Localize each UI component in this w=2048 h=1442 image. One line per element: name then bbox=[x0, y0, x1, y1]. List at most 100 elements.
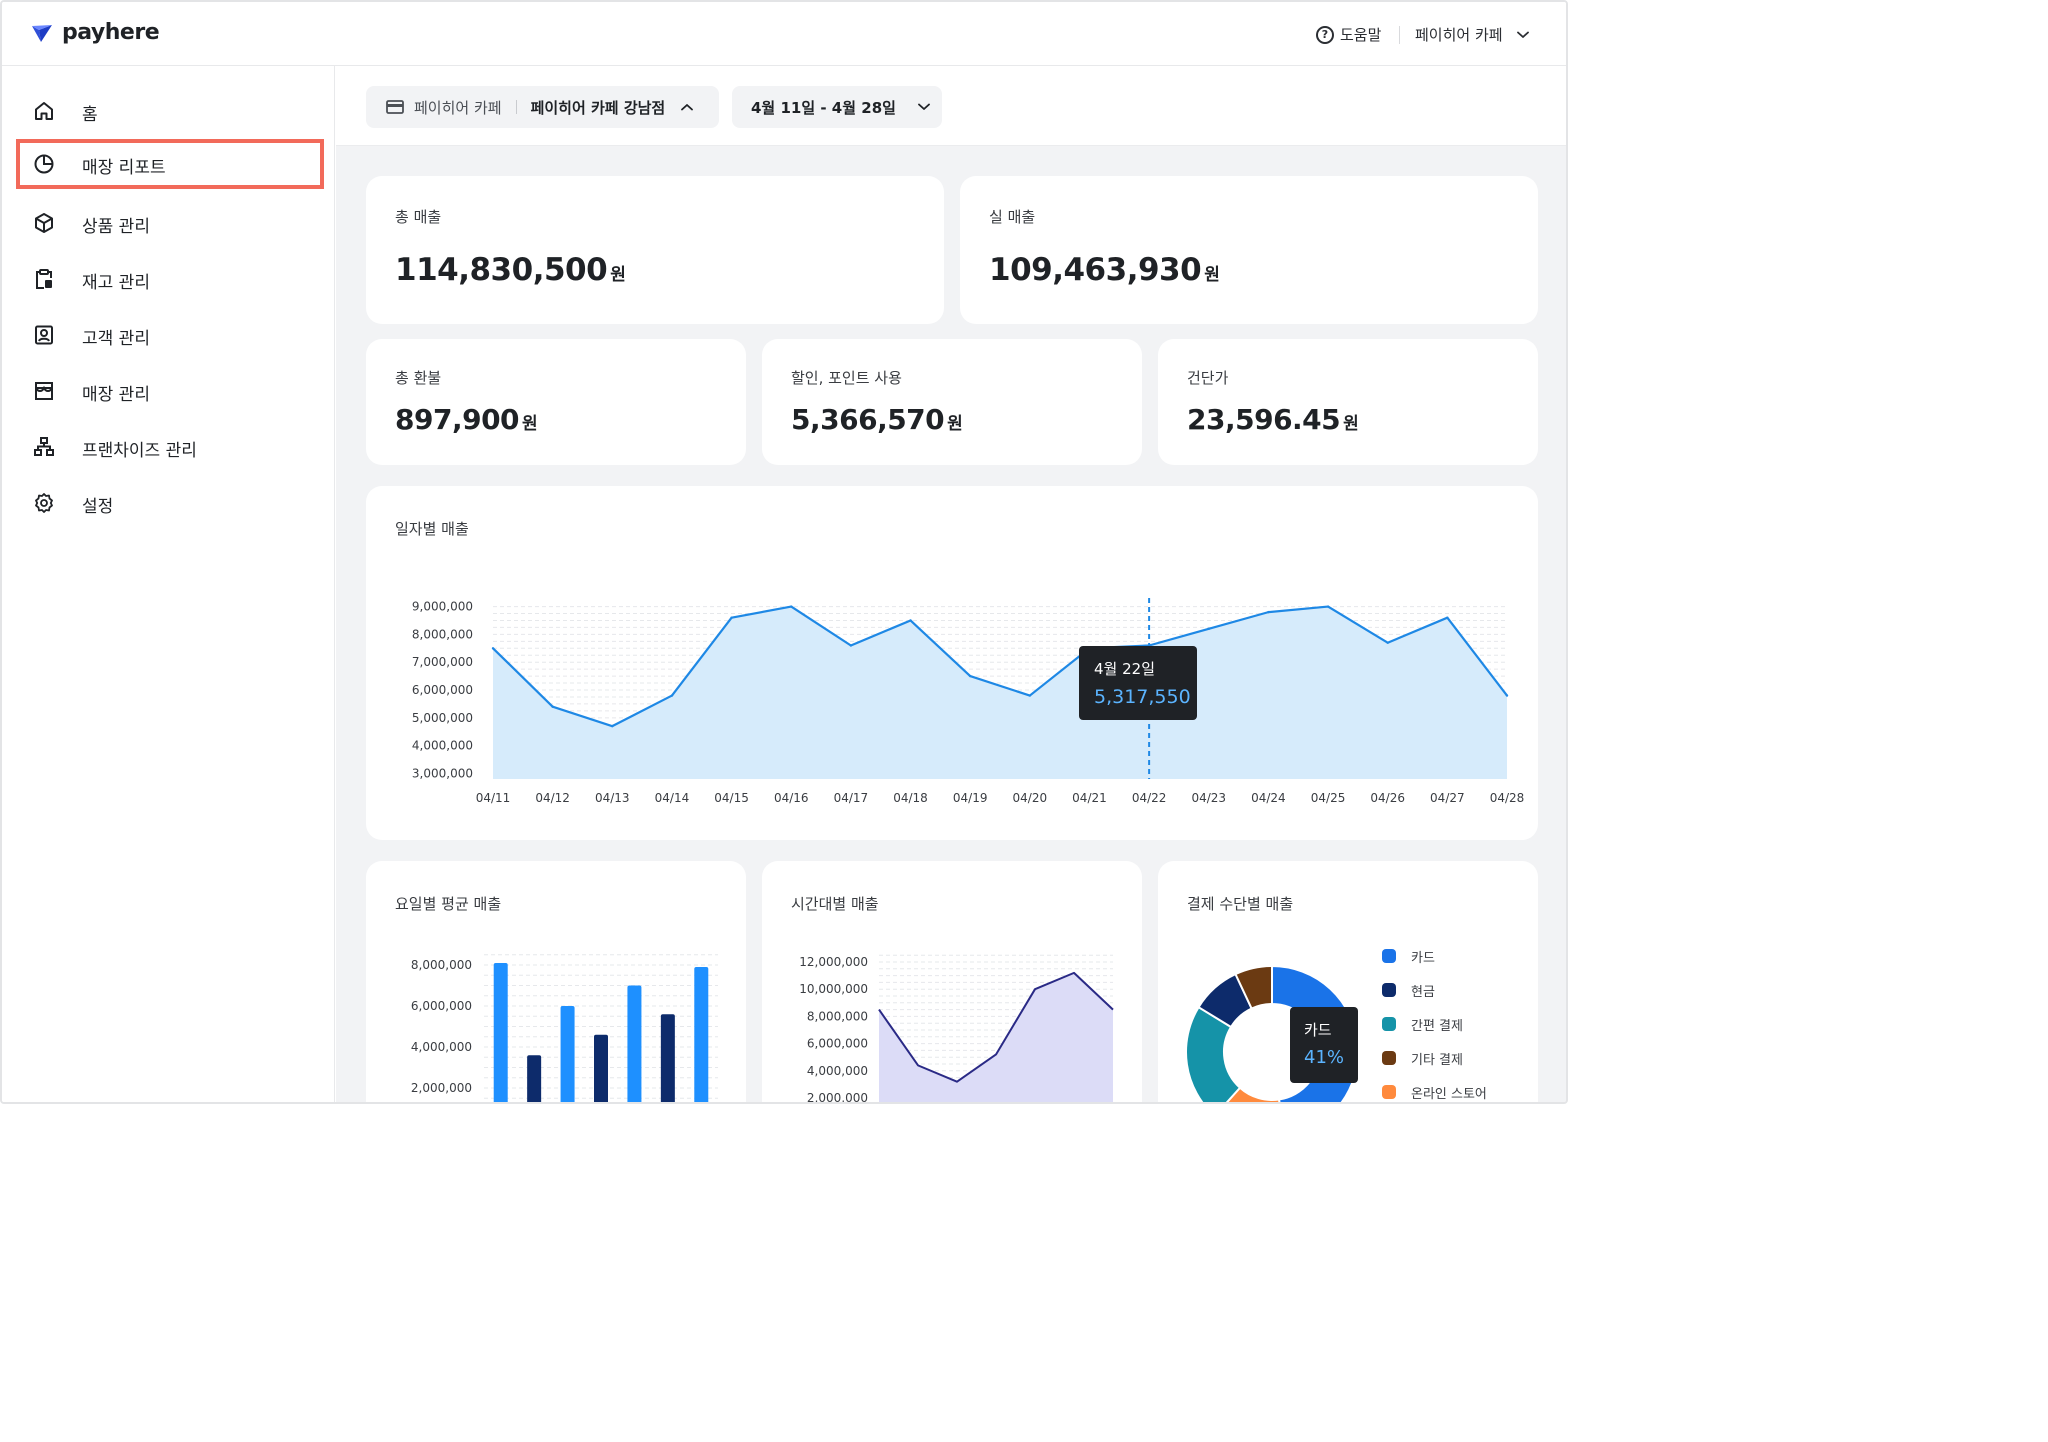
question-circle-icon: ? bbox=[1316, 25, 1334, 44]
avg-ticket-number: 23,596.45 bbox=[1187, 403, 1341, 436]
date-range-picker[interactable]: 4월 11일 - 4월 28일 bbox=[732, 86, 942, 128]
y-tick-label: 9,000,000 bbox=[412, 600, 473, 614]
box-icon bbox=[35, 213, 53, 233]
y-tick-label: 5,000,000 bbox=[412, 711, 473, 725]
legend-label: 간편 결제 bbox=[1411, 1018, 1463, 1034]
data-point bbox=[968, 674, 972, 678]
data-point bbox=[849, 644, 853, 647]
home-icon bbox=[35, 102, 53, 120]
chevron-up-icon bbox=[681, 104, 694, 111]
data-point bbox=[1386, 641, 1389, 644]
help-label: 도움말 bbox=[1340, 26, 1382, 44]
y-tick-label: 4,000,000 bbox=[411, 1040, 472, 1054]
bar bbox=[527, 1055, 542, 1102]
total-sales-card: 총 매출 114,830,500 원 bbox=[366, 176, 944, 324]
x-tick-label: 04/25 bbox=[1311, 791, 1346, 805]
y-tick-label: 10,000,000 bbox=[799, 982, 868, 996]
pill-divider bbox=[515, 100, 517, 114]
chevron-down-icon bbox=[1516, 31, 1529, 38]
x-tick-label: 04/15 bbox=[714, 791, 749, 805]
sidebar-item-products[interactable]: 상품 관리 bbox=[16, 198, 324, 248]
store-account-name: 페이히어 카페 bbox=[1415, 26, 1503, 44]
store-selector[interactable]: 페이히어 카페 페이히어 카페 강남점 bbox=[366, 86, 719, 128]
legend-item-online[interactable]: 온라인 스토어 bbox=[1382, 1075, 1487, 1102]
avg-ticket-label: 건단가 bbox=[1187, 369, 1229, 387]
currency-unit: 원 bbox=[1204, 265, 1220, 285]
sidebar: 홈 매장 리포트 상품 관리 재고 관리 bbox=[2, 66, 335, 1102]
sidebar-item-customers[interactable]: 고객 관리 bbox=[16, 310, 324, 360]
legend-label: 현금 bbox=[1411, 984, 1435, 1000]
gear-icon bbox=[35, 493, 53, 513]
net-sales-label: 실 매출 bbox=[989, 208, 1036, 226]
legend-swatch bbox=[1382, 983, 1396, 997]
store-account-menu[interactable]: 페이히어 카페 bbox=[1415, 24, 1529, 45]
sidebar-item-home[interactable]: 홈 bbox=[16, 86, 324, 136]
sidebar-item-store-report[interactable]: 매장 리포트 bbox=[16, 139, 324, 189]
y-tick-label: 4,000,000 bbox=[412, 739, 473, 753]
sidebar-item-label: 매장 리포트 bbox=[82, 158, 166, 178]
data-point bbox=[1505, 694, 1509, 697]
legend-item-easy-pay[interactable]: 간편 결제 bbox=[1382, 1007, 1487, 1041]
total-sales-number: 114,830,500 bbox=[395, 252, 608, 288]
data-point bbox=[1207, 627, 1210, 631]
storefront-icon bbox=[35, 382, 53, 400]
daily-sales-chart[interactable]: 3,000,000 4,000,000 5,000,000 6,000,000 7,00… bbox=[366, 486, 1538, 840]
area-fill bbox=[879, 972, 1113, 1102]
x-tick-label: 04/20 bbox=[1013, 791, 1048, 805]
sidebar-item-franchise[interactable]: 프랜차이즈 관리 bbox=[16, 422, 324, 472]
legend-label: 카드 bbox=[1411, 950, 1435, 966]
hourly-sales-chart[interactable]: 2,000,000 4,000,000 6,000,000 8,000,000 10,0… bbox=[762, 861, 1142, 1104]
total-sales-value: 114,830,500 원 bbox=[395, 252, 626, 288]
y-tick-label: 2,000,000 bbox=[807, 1091, 868, 1104]
help-button[interactable]: ? 도움말 bbox=[1316, 24, 1381, 45]
filter-bar: 페이히어 카페 페이히어 카페 강남점 4월 11일 - 4월 28일 bbox=[336, 66, 1566, 146]
brand-name: 페이히어 카페 bbox=[414, 98, 502, 117]
x-tick-label: 04/26 bbox=[1370, 791, 1405, 805]
legend-item-other[interactable]: 기타 결제 bbox=[1382, 1041, 1487, 1075]
currency-unit: 원 bbox=[1343, 414, 1359, 434]
x-tick-label: 04/22 bbox=[1132, 791, 1167, 805]
sidebar-item-inventory[interactable]: 재고 관리 bbox=[16, 254, 324, 304]
weekday-sales-card: 요일별 평균 매출 2,000,000 4,000,000 6,000,000 8,0… bbox=[366, 861, 746, 1104]
discount-points-card: 할인, 포인트 사용 5,366,570 원 bbox=[762, 339, 1142, 465]
data-point bbox=[1028, 694, 1032, 697]
x-tick-label: 04/24 bbox=[1251, 791, 1286, 805]
sidebar-item-store-management[interactable]: 매장 관리 bbox=[16, 366, 324, 416]
data-point bbox=[611, 724, 614, 728]
bar bbox=[694, 967, 709, 1102]
x-tick-label: 04/23 bbox=[1191, 791, 1226, 805]
net-sales-number: 109,463,930 bbox=[989, 252, 1202, 288]
tooltip-date: 4월 22일 bbox=[1094, 660, 1155, 678]
contact-card-icon bbox=[35, 325, 53, 345]
data-point bbox=[1326, 605, 1330, 608]
main-content: 페이히어 카페 페이히어 카페 강남점 4월 11일 - 4월 28일 총 매출… bbox=[336, 66, 1566, 1104]
y-tick-label: 6,000,000 bbox=[807, 1037, 868, 1051]
payhere-logo[interactable]: payhere bbox=[30, 20, 160, 45]
avg-ticket-value: 23,596.45 원 bbox=[1187, 403, 1359, 436]
net-sales-value: 109,463,930 원 bbox=[989, 252, 1220, 288]
data-point bbox=[790, 605, 793, 608]
data-point bbox=[909, 619, 912, 622]
bar bbox=[594, 1034, 608, 1102]
weekday-sales-chart[interactable]: 2,000,000 4,000,000 6,000,000 8,000,000 bbox=[366, 861, 746, 1104]
y-tick-label: 6,000,000 bbox=[412, 683, 473, 697]
y-tick-label: 8,000,000 bbox=[412, 627, 473, 641]
discount-points-label: 할인, 포인트 사용 bbox=[791, 369, 902, 387]
x-tick-label: 04/18 bbox=[893, 791, 928, 805]
daily-sales-card: 일자별 매출 3,000,000 4,000,000 5,000,000 6,000,… bbox=[366, 486, 1538, 840]
series-line bbox=[878, 971, 1114, 1083]
hourly-sales-card: 시간대별 매출 2,000,000 4,000,000 6,000,000 8,000… bbox=[762, 861, 1142, 1104]
y-tick-label: 8,000,000 bbox=[411, 958, 472, 972]
y-tick-label: 4,000,000 bbox=[807, 1064, 868, 1078]
total-refund-card: 총 환불 897,900 원 bbox=[366, 339, 746, 465]
sidebar-item-settings[interactable]: 설정 bbox=[16, 478, 324, 528]
logo-text: payhere bbox=[62, 20, 160, 45]
legend-item-cash[interactable]: 현금 bbox=[1382, 973, 1487, 1007]
total-refund-value: 897,900 원 bbox=[395, 403, 538, 436]
daily-sales-title: 일자별 매출 bbox=[395, 520, 469, 538]
legend-item-card[interactable]: 카드 bbox=[1382, 939, 1487, 973]
sidebar-item-label: 설정 bbox=[82, 497, 114, 517]
currency-unit: 원 bbox=[610, 265, 626, 285]
discount-points-number: 5,366,570 bbox=[791, 403, 945, 436]
area-fill bbox=[493, 606, 1507, 779]
